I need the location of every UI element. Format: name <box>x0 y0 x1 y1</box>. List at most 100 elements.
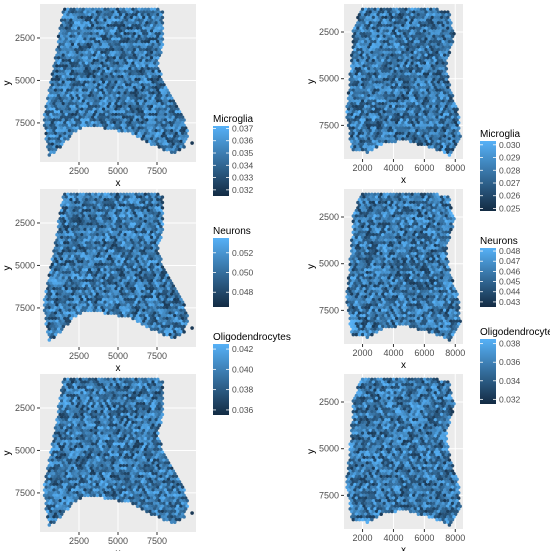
spot <box>126 26 131 31</box>
spot <box>152 50 157 55</box>
spot <box>135 37 140 41</box>
spot <box>72 7 76 12</box>
spot <box>90 23 95 28</box>
spot <box>58 26 62 31</box>
spot <box>177 147 182 152</box>
spot <box>78 13 83 17</box>
spot <box>58 37 62 41</box>
spot <box>156 34 160 39</box>
spot <box>152 13 157 17</box>
spot <box>73 37 78 41</box>
spot <box>106 50 110 55</box>
spot <box>83 308 87 313</box>
spot <box>140 13 145 17</box>
spot <box>101 42 106 47</box>
spot <box>80 10 84 14</box>
spot <box>98 10 103 14</box>
spot <box>162 332 166 337</box>
spot <box>77 26 81 31</box>
spot <box>131 50 135 55</box>
spot <box>66 45 70 49</box>
spot <box>75 7 79 12</box>
spot <box>148 37 152 41</box>
spot <box>120 10 124 14</box>
spot <box>109 29 114 33</box>
spot <box>104 53 109 57</box>
spot <box>126 21 131 25</box>
spot <box>72 34 76 39</box>
spot <box>97 7 101 12</box>
spot <box>143 29 148 33</box>
spot <box>63 23 67 28</box>
spot <box>55 48 59 52</box>
spot <box>80 15 84 20</box>
spot <box>121 34 126 39</box>
y-tick-label: 7500 <box>15 303 35 313</box>
spot <box>125 29 129 33</box>
spot <box>140 322 145 326</box>
spot <box>129 37 134 41</box>
spot <box>138 42 143 47</box>
spot <box>63 45 67 49</box>
spot <box>131 40 135 44</box>
x-tick-label: 7500 <box>147 351 167 361</box>
spot <box>95 308 100 313</box>
spot <box>156 40 160 44</box>
spot <box>173 335 177 340</box>
spot <box>154 31 158 36</box>
spot <box>132 48 137 52</box>
spot <box>58 330 62 334</box>
spot <box>154 15 158 20</box>
spot <box>92 37 97 41</box>
colorbar-tick-label: 0.048 <box>232 287 254 297</box>
spot <box>149 29 154 33</box>
spot <box>152 40 157 44</box>
spot <box>78 45 83 49</box>
spot <box>63 7 67 12</box>
spot <box>146 7 151 12</box>
spot <box>81 34 86 39</box>
spot <box>69 40 73 44</box>
spot <box>165 147 169 152</box>
spot <box>83 26 87 31</box>
spot <box>56 45 61 49</box>
spot <box>121 18 126 22</box>
spot <box>138 48 143 52</box>
spot <box>173 150 177 155</box>
spot <box>64 21 69 25</box>
spot <box>151 10 155 14</box>
spot <box>138 15 143 20</box>
spot <box>58 31 62 36</box>
spot <box>83 37 87 41</box>
spot <box>78 50 83 55</box>
y-tick-label: 2500 <box>15 218 35 228</box>
spot <box>106 23 110 28</box>
spot <box>117 37 121 41</box>
spot <box>94 40 98 44</box>
spot <box>109 23 114 28</box>
spot <box>145 42 149 47</box>
spot <box>151 48 155 52</box>
spot <box>118 40 123 44</box>
spot <box>112 34 117 39</box>
spot <box>58 48 62 52</box>
spot <box>101 31 106 36</box>
spot <box>137 29 141 33</box>
spot <box>131 29 135 33</box>
spot <box>100 45 104 49</box>
spot <box>58 145 62 149</box>
spot <box>87 23 92 28</box>
spot <box>135 15 140 20</box>
spot <box>108 26 112 31</box>
spot <box>148 10 152 14</box>
spot <box>114 53 118 57</box>
spot <box>146 18 151 22</box>
spot <box>115 45 120 49</box>
spot <box>142 37 146 41</box>
spot <box>112 29 117 33</box>
spot <box>59 40 64 44</box>
spot <box>73 129 78 133</box>
spot <box>162 147 166 152</box>
spot <box>156 23 160 28</box>
